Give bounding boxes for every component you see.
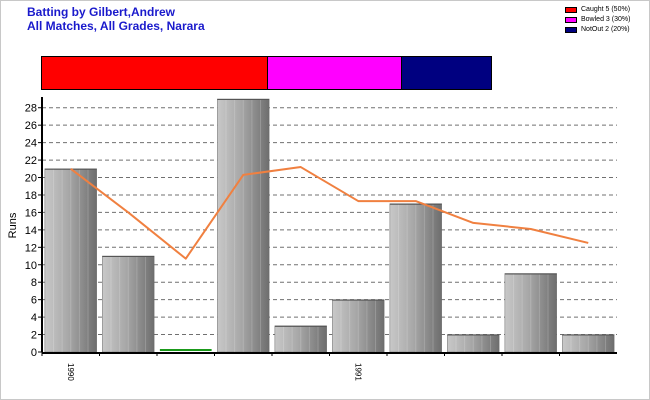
chart-subtitle: All Matches, All Grades, Narara bbox=[27, 19, 205, 33]
strip-segment-notout bbox=[401, 57, 491, 89]
bar bbox=[102, 255, 155, 353]
y-tick-label: 4 bbox=[31, 312, 37, 324]
legend-item-bowled: Bowled 3 (30%) bbox=[565, 15, 630, 25]
y-tick-label: 0 bbox=[31, 347, 37, 359]
legend: Caught 5 (50%) Bowled 3 (30%) NotOut 2 (… bbox=[565, 5, 630, 35]
legend-swatch-notout bbox=[565, 27, 577, 33]
y-tick-label: 24 bbox=[25, 138, 37, 150]
y-axis-label: Runs bbox=[7, 212, 19, 238]
legend-label-caught: Caught 5 (50%) bbox=[581, 6, 631, 13]
x-tick-label: 1991 bbox=[353, 363, 362, 381]
bar bbox=[332, 299, 385, 353]
bar bbox=[217, 98, 270, 353]
legend-swatch-caught bbox=[565, 7, 577, 13]
strip-segment-bowled bbox=[266, 57, 402, 89]
y-tick-label: 16 bbox=[25, 207, 37, 219]
y-tick-label: 28 bbox=[25, 103, 37, 115]
average-line bbox=[70, 166, 589, 260]
legend-item-caught: Caught 5 (50%) bbox=[565, 5, 630, 15]
y-tick-label: 12 bbox=[25, 242, 37, 254]
bar bbox=[44, 168, 97, 353]
y-tick-label: 26 bbox=[25, 120, 37, 132]
y-tick-label: 2 bbox=[31, 330, 37, 342]
x-tick-label: 1990 bbox=[66, 363, 75, 381]
y-tick-label: 10 bbox=[25, 260, 37, 272]
bar bbox=[504, 273, 557, 353]
y-tick-label: 20 bbox=[25, 173, 37, 185]
y-tick-label: 6 bbox=[31, 295, 37, 307]
chart-title: Batting by Gilbert,Andrew bbox=[27, 5, 176, 19]
legend-label-notout: NotOut 2 (20%) bbox=[581, 26, 630, 33]
y-tick-label: 22 bbox=[25, 155, 37, 167]
legend-label-bowled: Bowled 3 (30%) bbox=[581, 16, 631, 23]
strip-segment-caught bbox=[42, 57, 267, 89]
bar bbox=[274, 325, 327, 353]
y-tick-label: 8 bbox=[31, 277, 37, 289]
y-tick-label: 14 bbox=[25, 225, 37, 237]
dismissal-strip bbox=[41, 56, 492, 90]
legend-item-notout: NotOut 2 (20%) bbox=[565, 25, 630, 35]
legend-swatch-bowled bbox=[565, 17, 577, 23]
y-tick-label: 18 bbox=[25, 190, 37, 202]
bar-zero bbox=[159, 349, 212, 351]
